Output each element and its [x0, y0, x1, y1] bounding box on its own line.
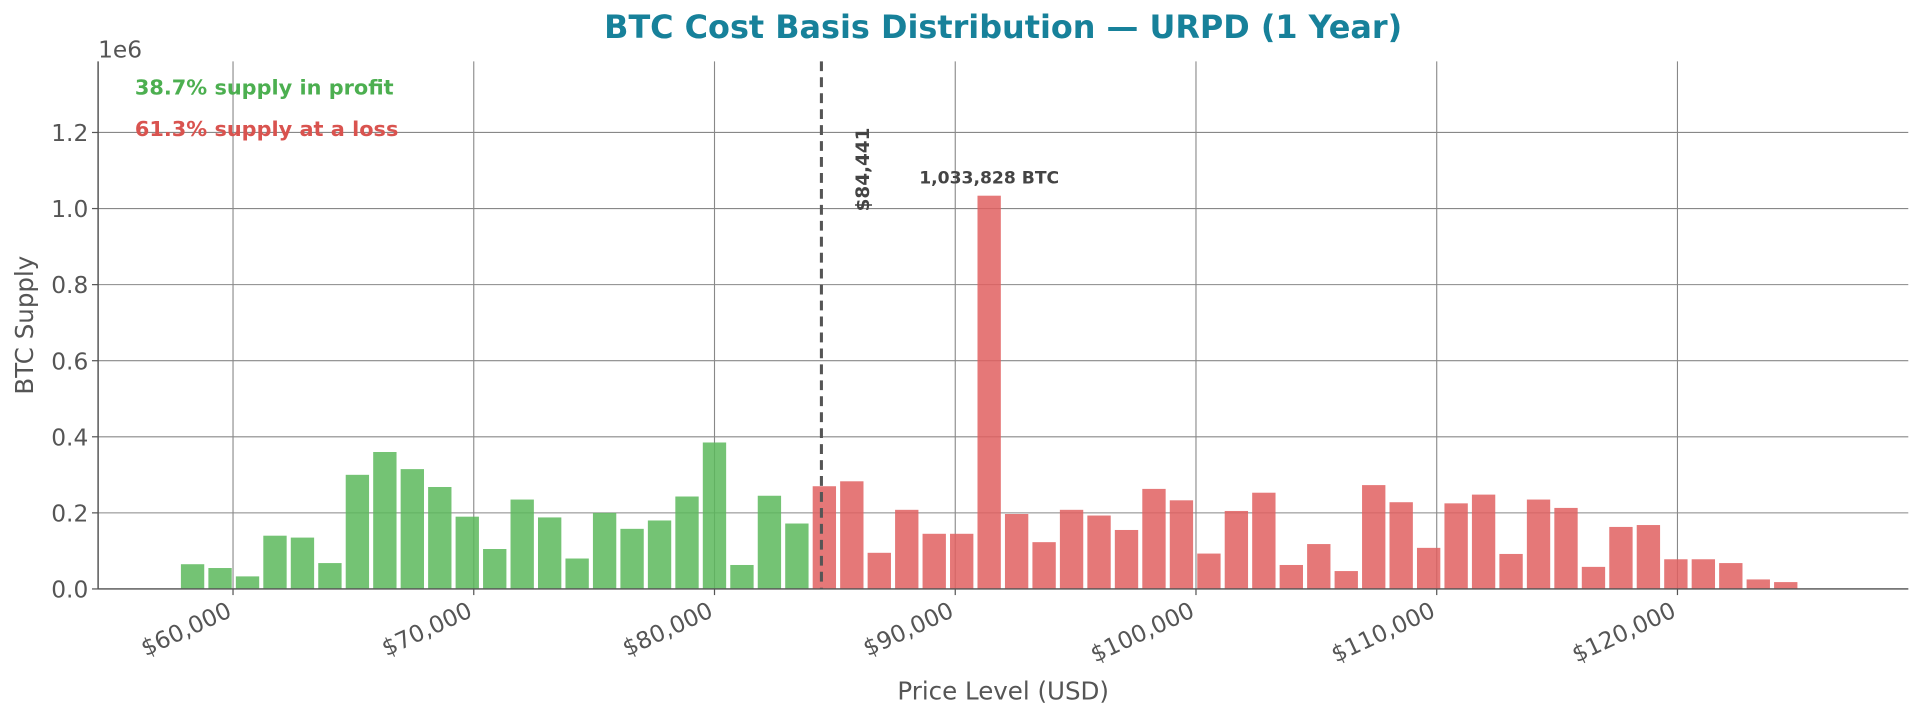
- x-tick-label: $80,000: [618, 597, 717, 662]
- bar: [455, 516, 479, 589]
- bar: [1059, 509, 1084, 589]
- bar: [757, 495, 782, 589]
- y-tick-label: 0.2: [51, 500, 88, 527]
- bar: [1444, 503, 1468, 589]
- bar: [1746, 579, 1770, 589]
- bar: [1169, 500, 1194, 589]
- y-tick-label: 0.6: [51, 348, 88, 375]
- data-label: 1,033,828 BTC: [919, 168, 1059, 188]
- bar: [1499, 553, 1523, 589]
- bar: [180, 564, 205, 589]
- bar: [1636, 525, 1661, 589]
- x-tick-label: $100,000: [1086, 597, 1198, 668]
- bar: [1471, 494, 1496, 589]
- bar: [1307, 544, 1331, 589]
- bar: [702, 442, 727, 589]
- bar: [840, 481, 864, 589]
- bar: [1032, 542, 1056, 589]
- y-tick-label: 1.0: [51, 196, 88, 223]
- bar: [1416, 547, 1441, 589]
- y-tick-label: 1.2: [51, 120, 88, 147]
- chart-title: BTC Cost Basis Distribution — URPD (1 Ye…: [604, 8, 1402, 46]
- bar: [1334, 571, 1358, 589]
- bar: [785, 523, 809, 589]
- x-tick-label: $70,000: [378, 597, 477, 662]
- y-tick-label: 0.8: [51, 272, 88, 299]
- bar: [1774, 582, 1798, 589]
- price-label: $84,441: [853, 128, 874, 212]
- bar: [592, 512, 617, 589]
- bar: [1554, 507, 1578, 589]
- bar: [675, 496, 699, 589]
- bar: [950, 533, 974, 589]
- bar: [510, 499, 534, 589]
- bar: [263, 535, 287, 589]
- bar: [620, 528, 644, 589]
- x-tick-label: $110,000: [1327, 597, 1439, 668]
- bar: [1224, 510, 1249, 589]
- bar: [1581, 566, 1606, 589]
- bar: [400, 469, 424, 589]
- bar: [208, 568, 232, 589]
- bar: [1609, 526, 1633, 589]
- y-tick-label: 0.0: [51, 577, 88, 604]
- bar: [235, 576, 260, 589]
- bar: [537, 517, 562, 589]
- bar: [1197, 553, 1221, 589]
- bar: [1526, 499, 1551, 589]
- bar: [318, 563, 342, 589]
- bar: [1279, 564, 1303, 589]
- x-tick-label: $60,000: [137, 597, 236, 662]
- bar: [1389, 502, 1413, 589]
- y-axis-label: BTC Supply: [10, 256, 39, 395]
- annotation: 38.7% supply in profit: [135, 75, 394, 99]
- bar: [1691, 559, 1716, 589]
- bar: [483, 549, 507, 589]
- bar: [647, 520, 672, 589]
- bar: [1004, 514, 1029, 589]
- x-axis-label: Price Level (USD): [897, 676, 1109, 705]
- bar: [290, 537, 315, 589]
- bar: [345, 474, 370, 589]
- bar: [1664, 559, 1688, 589]
- y-offset-label: 1e6: [98, 37, 142, 64]
- x-tick-label: $120,000: [1568, 597, 1680, 668]
- bar: [977, 195, 1001, 589]
- x-tick-label: $90,000: [859, 597, 958, 662]
- bar: [812, 486, 837, 589]
- bar: [373, 452, 397, 589]
- bar: [730, 564, 754, 589]
- bar: [1719, 563, 1743, 589]
- bar: [1114, 529, 1139, 589]
- bar: [1142, 488, 1166, 589]
- y-tick-label: 0.4: [51, 424, 88, 451]
- bar: [895, 509, 919, 589]
- bar: [867, 552, 891, 589]
- bar: [565, 558, 589, 589]
- bar: [1087, 515, 1111, 589]
- bar: [1252, 492, 1276, 589]
- bar: [1362, 485, 1386, 589]
- annotation: 61.3% supply at a loss: [135, 117, 398, 141]
- bar: [922, 533, 946, 589]
- bar: [428, 486, 452, 589]
